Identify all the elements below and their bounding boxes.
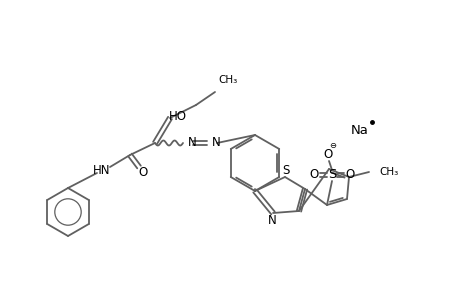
Text: CH₃: CH₃ — [378, 167, 397, 177]
Text: N: N — [267, 214, 276, 227]
Text: O: O — [138, 166, 147, 178]
Text: CH₃: CH₃ — [218, 75, 237, 85]
Text: O: O — [345, 169, 354, 182]
Text: HO: HO — [168, 110, 187, 124]
Text: O: O — [323, 148, 332, 161]
Text: S: S — [327, 169, 336, 182]
Text: O: O — [309, 169, 318, 182]
Text: N: N — [212, 136, 220, 149]
Text: ⊖: ⊖ — [329, 140, 336, 149]
Text: S: S — [282, 164, 289, 176]
Text: HN: HN — [93, 164, 111, 176]
Text: N: N — [188, 136, 196, 149]
Text: Na: Na — [350, 124, 368, 136]
